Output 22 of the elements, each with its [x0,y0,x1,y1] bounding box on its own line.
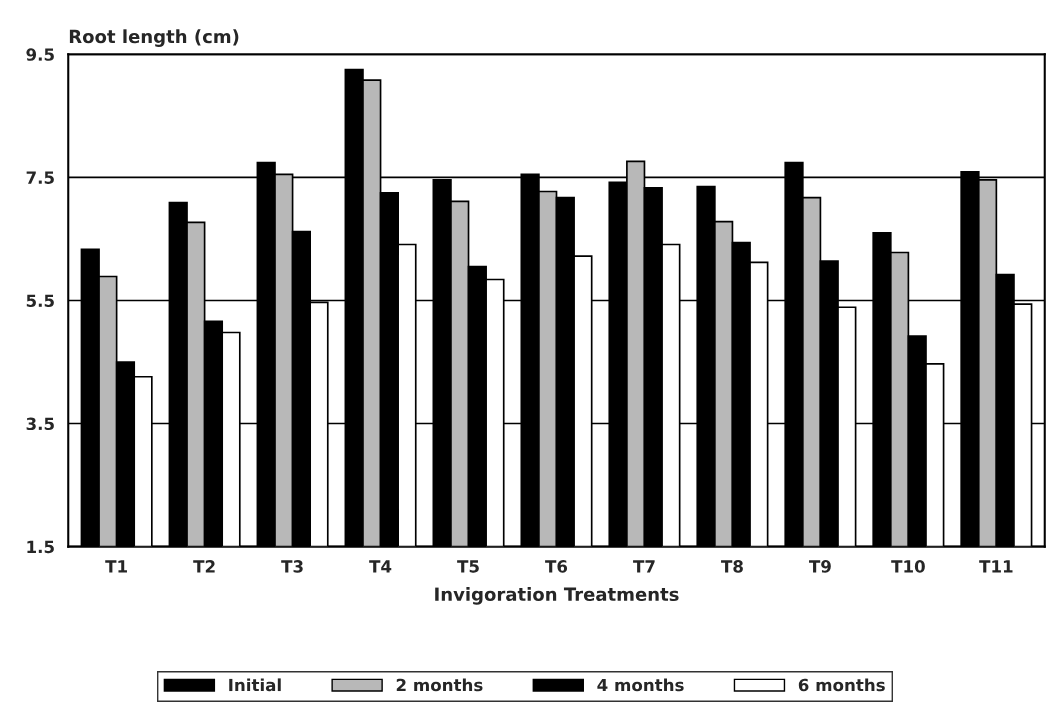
y-axis-title: Root length (cm) [69,29,239,47]
y-tick-label: 9.5 [26,48,54,61]
x-tick-label: T1 [105,560,127,573]
y-tick-label: 3.5 [26,417,54,431]
x-tick-label: T3 [281,560,303,573]
x-tick-label: T7 [633,560,655,573]
x-axis-title: Invigoration Treatments [435,587,679,605]
x-tick-label: T9 [809,560,831,573]
x-tick-label: T11 [979,560,1013,573]
x-tick-label: T10 [891,560,925,573]
legend-label: Initial [229,678,281,692]
x-tick-label: T5 [457,560,479,573]
y-tick-label: 5.5 [26,294,54,308]
x-tick-label: T2 [193,560,215,573]
x-tick-label: T8 [721,560,743,573]
x-tick-label: T6 [545,560,568,573]
y-tick-label: 7.5 [26,171,54,184]
legend-label: 6 months [798,678,885,692]
x-tick-label: T4 [369,560,392,573]
legend-label: 4 months [597,678,684,692]
y-tick-label: 1.5 [27,540,54,554]
legend-label: 2 months [396,678,483,692]
